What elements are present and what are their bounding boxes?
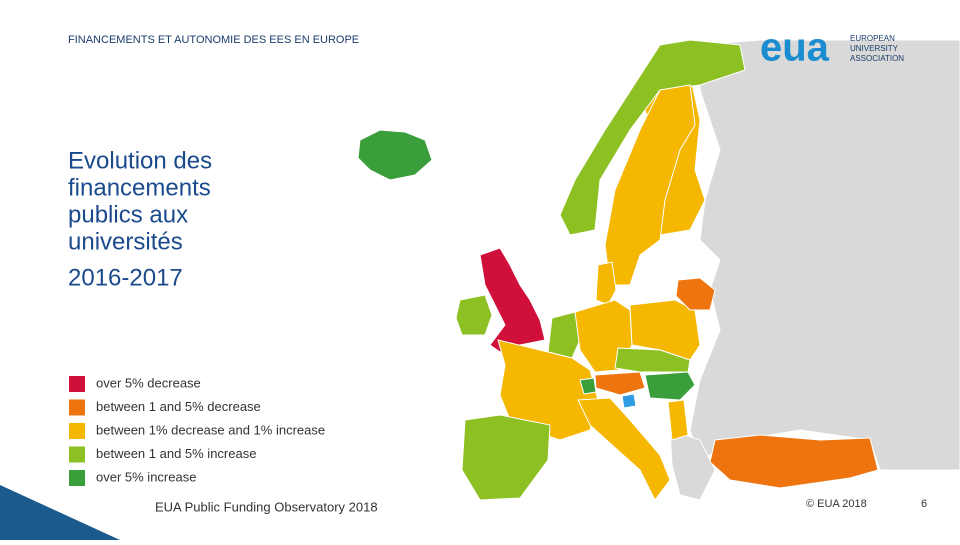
page-number: 6 bbox=[921, 498, 927, 510]
legend-swatch bbox=[69, 446, 85, 463]
slide-period: 2016-2017 bbox=[68, 264, 183, 291]
legend: over 5% decrease between 1 and 5% decreas… bbox=[69, 375, 325, 486]
slide-title: financements bbox=[68, 174, 211, 201]
country bbox=[644, 371, 696, 401]
map bbox=[357, 39, 960, 501]
legend-label: between 1% decrease and 1% increase bbox=[96, 422, 325, 437]
footer-source: EUA Public Funding Observatory 2018 bbox=[155, 499, 378, 514]
country bbox=[559, 39, 746, 236]
header-title: FINANCEMENTS ET AUTONOMIE DES EES EN EUR… bbox=[68, 34, 359, 46]
footer-copyright: © EUA 2018 bbox=[806, 498, 867, 510]
country bbox=[595, 261, 617, 306]
country bbox=[675, 277, 716, 311]
country bbox=[629, 299, 701, 361]
legend-label: between 1 and 5% decrease bbox=[96, 399, 261, 414]
country bbox=[357, 129, 433, 181]
country bbox=[621, 393, 637, 409]
country bbox=[579, 377, 597, 395]
legend-swatch bbox=[69, 470, 85, 486]
logo-text: UNIVERSITY bbox=[850, 44, 899, 53]
legend-swatch bbox=[69, 399, 85, 416]
country bbox=[461, 414, 551, 501]
legend-swatch bbox=[69, 423, 85, 439]
logo-text: ASSOCIATION bbox=[850, 54, 904, 63]
legend-label: over 5% increase bbox=[96, 469, 196, 484]
legend-swatch bbox=[69, 376, 85, 392]
country bbox=[709, 434, 879, 489]
corner-decoration bbox=[0, 485, 120, 540]
country bbox=[594, 371, 646, 396]
logo-text: EUROPEAN bbox=[850, 34, 895, 43]
country bbox=[497, 339, 599, 441]
country bbox=[479, 247, 546, 353]
country bbox=[455, 294, 493, 336]
slide-title: Evolution des bbox=[68, 147, 212, 174]
legend-label: over 5% decrease bbox=[96, 375, 201, 390]
country bbox=[667, 399, 689, 441]
logo-mark: eua bbox=[760, 26, 830, 70]
slide-title: universités bbox=[68, 228, 183, 255]
slide-title: publics aux bbox=[68, 201, 188, 228]
land bbox=[689, 39, 960, 471]
legend-label: between 1 and 5% increase bbox=[96, 446, 256, 461]
country bbox=[577, 397, 671, 501]
country bbox=[604, 84, 696, 286]
land bbox=[669, 429, 716, 501]
country bbox=[547, 311, 581, 359]
